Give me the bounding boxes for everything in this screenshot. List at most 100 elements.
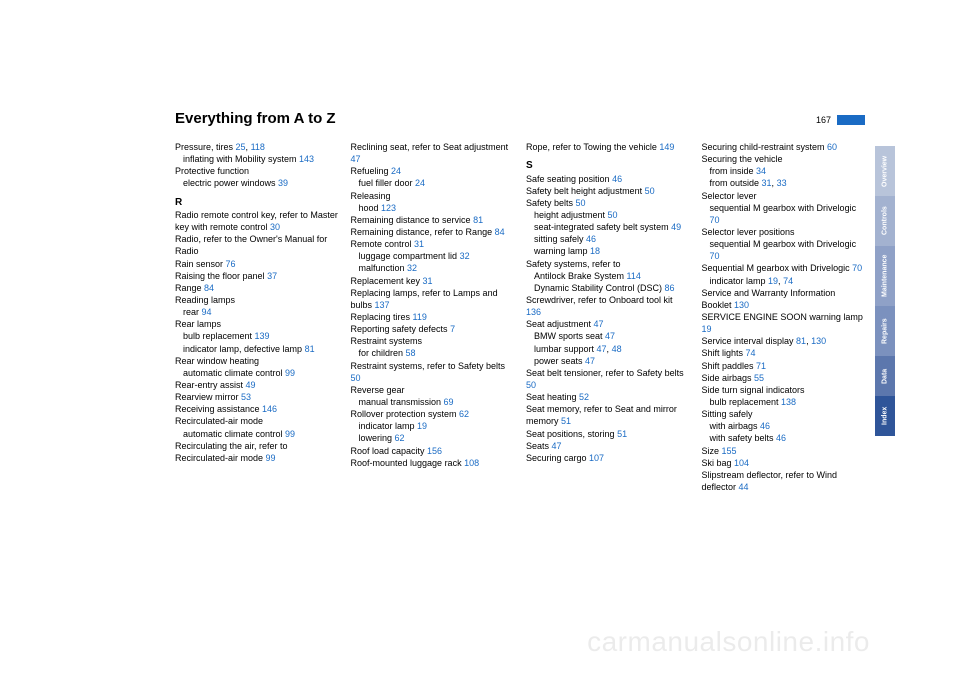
page-ref[interactable]: 146	[262, 404, 277, 414]
page-ref[interactable]: 46	[586, 234, 596, 244]
page-ref[interactable]: 114	[627, 271, 641, 281]
side-tab-maintenance[interactable]: Maintenance	[875, 246, 895, 306]
page-ref[interactable]: 47	[605, 331, 615, 341]
page-ref[interactable]: 69	[444, 397, 454, 407]
index-subentry: from outside 31, 33	[702, 177, 866, 189]
page-ref[interactable]: 137	[375, 300, 390, 310]
page-ref[interactable]: 99	[285, 368, 295, 378]
page-ref[interactable]: 104	[734, 458, 749, 468]
page-ref[interactable]: 107	[589, 453, 604, 463]
page-ref[interactable]: 50	[608, 210, 618, 220]
index-entry: Seat adjustment 47	[526, 318, 690, 330]
page-ref[interactable]: 130	[811, 336, 826, 346]
page-ref[interactable]: 60	[827, 142, 837, 152]
page-ref[interactable]: 47	[594, 319, 604, 329]
page-ref[interactable]: 50	[351, 373, 361, 383]
index-subentry: inflating with Mobility system 143	[175, 153, 339, 165]
page-ref[interactable]: 71	[756, 361, 766, 371]
index-entry: Reclining seat, refer to Seat adjustment…	[351, 141, 515, 165]
page-ref[interactable]: 46	[760, 421, 770, 431]
side-tab-repairs[interactable]: Repairs	[875, 306, 895, 356]
entry-text: Rain sensor	[175, 259, 226, 269]
page-ref[interactable]: 50	[645, 186, 655, 196]
page-ref[interactable]: 34	[756, 166, 766, 176]
page-ref[interactable]: 32	[460, 251, 470, 261]
entry-text: Replacing tires	[351, 312, 413, 322]
page-ref[interactable]: 7	[450, 324, 455, 334]
page-ref[interactable]: 48	[612, 344, 622, 354]
page-ref[interactable]: 81	[305, 344, 315, 354]
page-ref[interactable]: 47	[552, 441, 562, 451]
page-ref[interactable]: 143	[299, 154, 314, 164]
page-ref[interactable]: 139	[255, 331, 270, 341]
page-ref[interactable]: 119	[413, 312, 427, 322]
page-ref[interactable]: 44	[739, 482, 749, 492]
page-ref[interactable]: 19	[768, 276, 778, 286]
side-tab-overview[interactable]: Overview	[875, 146, 895, 196]
page-ref[interactable]: 47	[597, 344, 607, 354]
page-ref[interactable]: 74	[783, 276, 793, 286]
page-ref[interactable]: 53	[241, 392, 251, 402]
side-tab-index[interactable]: Index	[875, 396, 895, 436]
page-ref[interactable]: 94	[202, 307, 212, 317]
page-ref[interactable]: 31	[423, 276, 433, 286]
page-ref[interactable]: 76	[226, 259, 236, 269]
page-ref[interactable]: 24	[415, 178, 425, 188]
index-entry: Restraint systems	[351, 335, 515, 347]
page-ref[interactable]: 49	[246, 380, 256, 390]
page-ref[interactable]: 39	[278, 178, 288, 188]
page-ref[interactable]: 156	[427, 446, 442, 456]
page-ref[interactable]: 31	[762, 178, 772, 188]
page-ref[interactable]: 18	[590, 246, 600, 256]
index-entry: Seats 47	[526, 440, 690, 452]
page-ref[interactable]: 46	[612, 174, 622, 184]
page-ref[interactable]: 108	[464, 458, 479, 468]
side-tab-controls[interactable]: Controls	[875, 196, 895, 246]
page-ref[interactable]: 30	[270, 222, 280, 232]
page-ref[interactable]: 81	[473, 215, 483, 225]
page-ref[interactable]: 138	[781, 397, 796, 407]
page-ref[interactable]: 118	[251, 142, 265, 152]
page-ref[interactable]: 99	[285, 429, 295, 439]
entry-text: Seat heating	[526, 392, 579, 402]
page-ref[interactable]: 49	[671, 222, 681, 232]
page-ref[interactable]: 50	[576, 198, 586, 208]
index-entry: Rollover protection system 62	[351, 408, 515, 420]
page-ref[interactable]: 47	[351, 154, 361, 164]
page-ref[interactable]: 52	[579, 392, 589, 402]
page-ref[interactable]: 32	[407, 263, 417, 273]
page-ref[interactable]: 81	[796, 336, 806, 346]
page-ref[interactable]: 99	[266, 453, 276, 463]
page-ref[interactable]: 123	[381, 203, 396, 213]
page-ref[interactable]: 58	[406, 348, 416, 358]
page-ref[interactable]: 19	[417, 421, 427, 431]
page-ref[interactable]: 62	[395, 433, 405, 443]
page-ref[interactable]: 70	[710, 215, 720, 225]
page-ref[interactable]: 70	[710, 251, 720, 261]
page-ref[interactable]: 84	[495, 227, 505, 237]
page-ref[interactable]: 70	[852, 263, 862, 273]
page-ref[interactable]: 149	[659, 142, 674, 152]
entry-text: Rope, refer to Towing the vehicle	[526, 142, 659, 152]
page-ref[interactable]: 24	[391, 166, 401, 176]
page-ref[interactable]: 46	[776, 433, 786, 443]
page-ref[interactable]: 130	[734, 300, 749, 310]
page-ref[interactable]: 51	[561, 416, 571, 426]
page-ref[interactable]: 19	[702, 324, 712, 334]
page-ref[interactable]: 155	[722, 446, 737, 456]
page-ref[interactable]: 136	[526, 307, 541, 317]
entry-text: Seats	[526, 441, 552, 451]
page-ref[interactable]: 37	[267, 271, 277, 281]
page-ref[interactable]: 51	[617, 429, 627, 439]
page-ref[interactable]: 62	[459, 409, 469, 419]
side-tab-data[interactable]: Data	[875, 356, 895, 396]
page-ref[interactable]: 47	[585, 356, 595, 366]
page-ref[interactable]: 50	[526, 380, 536, 390]
page-ref[interactable]: 31	[414, 239, 424, 249]
page-ref[interactable]: 84	[204, 283, 214, 293]
page-ref[interactable]: 33	[777, 178, 787, 188]
page-ref[interactable]: 25	[236, 142, 246, 152]
page-ref[interactable]: 74	[746, 348, 756, 358]
page-ref[interactable]: 86	[665, 283, 675, 293]
page-ref[interactable]: 55	[754, 373, 764, 383]
